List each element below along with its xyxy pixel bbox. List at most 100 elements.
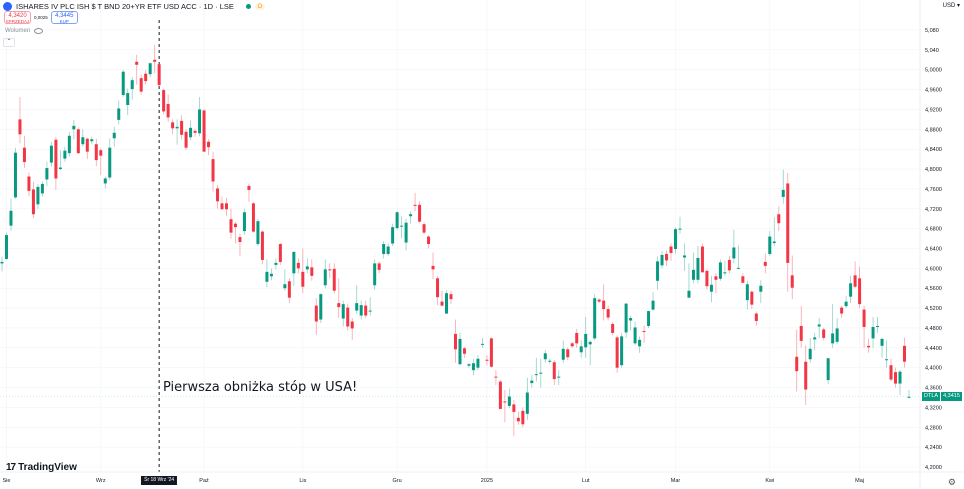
candle-down xyxy=(606,309,610,318)
buy-label: KUP xyxy=(59,19,69,24)
candle-up xyxy=(561,348,565,360)
candle-up xyxy=(130,80,134,90)
candle-up xyxy=(467,364,471,366)
candle-down xyxy=(207,141,211,148)
time-tick-label: Gru xyxy=(393,478,402,484)
candle-up xyxy=(81,137,85,145)
time-tick-label: Lis xyxy=(299,478,306,484)
candle-up xyxy=(638,339,642,347)
price-tick-label: 4,7200 xyxy=(925,207,942,213)
price-axis[interactable]: 5,080 5,040 5,0000 4,9600 4,9200 4,8800 4,8400… xyxy=(925,28,942,471)
candle-down xyxy=(94,144,98,161)
candle-down xyxy=(180,120,184,135)
candle-down xyxy=(714,276,718,280)
candle-down xyxy=(840,307,844,314)
chart-annotation[interactable]: Pierwsza obniżka stóp w USA! xyxy=(163,380,358,395)
price-tick-label: 4,8400 xyxy=(925,147,942,153)
candle-down xyxy=(804,361,808,390)
tradingview-logo[interactable]: 17 TradingView xyxy=(6,462,77,473)
sell-button[interactable]: 4,3420 SPRZEDAJ xyxy=(4,11,31,24)
candle-up xyxy=(682,255,686,258)
chart-header: ISHARES IV PLC ISH $ T BND 20+YR ETF USD… xyxy=(3,2,266,11)
symbol-logo-icon xyxy=(3,2,12,11)
collapse-legend-button[interactable]: ⌃ xyxy=(3,38,15,47)
candle-up xyxy=(876,325,880,327)
candle-down xyxy=(727,259,731,271)
eye-icon[interactable] xyxy=(34,28,44,34)
candle-down xyxy=(144,73,148,82)
currency-label: USD xyxy=(942,3,956,9)
candle-up xyxy=(534,374,538,376)
candle-down xyxy=(494,376,498,378)
candle-up xyxy=(736,267,740,269)
candle-down xyxy=(750,291,754,305)
candle-up xyxy=(871,326,875,339)
symbol-title[interactable]: ISHARES IV PLC ISH $ T BND 20+YR ETF USD… xyxy=(16,2,234,11)
candle-up xyxy=(40,183,44,194)
crosshair-date-label: Śr 18 Wrz '24 xyxy=(141,476,178,485)
candle-up xyxy=(274,262,278,265)
candle-down xyxy=(225,203,228,210)
candle-up xyxy=(323,269,327,286)
candle-up xyxy=(781,189,785,197)
candle-down xyxy=(18,119,22,135)
spread-value: 0,0025 xyxy=(34,15,48,20)
candle-up xyxy=(674,229,677,249)
candle-up xyxy=(885,359,889,361)
candle-down xyxy=(216,188,220,202)
buy-button[interactable]: 4,3445 KUP xyxy=(50,11,78,24)
sell-price: 4,3420 xyxy=(8,13,27,19)
candle-down xyxy=(296,262,300,269)
candle-down xyxy=(287,281,291,298)
candle-up xyxy=(647,311,651,326)
candle-down xyxy=(431,265,435,270)
candle-up xyxy=(656,261,660,281)
trade-panel: 4,3420 SPRZEDAJ 0,0025 4,3445 KUP xyxy=(4,11,78,24)
candle-up xyxy=(0,261,4,264)
candle-up xyxy=(849,283,853,297)
time-axis[interactable]: Sie Wrz Paź Lis Gru 2025 Lut Mar Kwi Maj xyxy=(3,478,865,484)
candle-up xyxy=(341,304,345,319)
branding-text: TradingView xyxy=(18,462,77,473)
volume-indicator[interactable]: Wolumen xyxy=(5,28,44,34)
candle-down xyxy=(602,300,606,310)
candle-up xyxy=(117,108,121,120)
candle-down xyxy=(193,130,197,133)
candle-up xyxy=(283,284,287,289)
currency-dropdown[interactable]: USD ▾ xyxy=(943,2,960,9)
candle-up xyxy=(629,318,633,321)
candle-down xyxy=(139,78,143,92)
time-tick-label: 2025 xyxy=(481,478,493,484)
candle-up xyxy=(772,241,776,244)
candle-up xyxy=(373,263,377,286)
candle-down xyxy=(862,309,866,327)
candle-up xyxy=(49,145,53,163)
candle-down xyxy=(894,372,898,384)
gear-icon[interactable]: ⚙ xyxy=(947,477,956,487)
price-tick-label: 4,2400 xyxy=(925,445,942,451)
last-price-value: 4,3415 xyxy=(941,392,962,402)
candle-up xyxy=(723,272,727,274)
delayed-data-badge[interactable]: D xyxy=(254,3,266,10)
candle-up xyxy=(67,135,71,154)
price-tick-label: 4,9600 xyxy=(925,88,942,94)
candle-up xyxy=(817,324,821,327)
candle-up xyxy=(175,126,179,129)
candle-down xyxy=(413,204,417,206)
candle-down xyxy=(786,183,790,263)
candle-up xyxy=(292,251,296,274)
candle-up xyxy=(593,298,597,339)
candle-down xyxy=(902,345,906,362)
candle-up xyxy=(579,346,583,353)
candle-up xyxy=(480,343,484,345)
price-tick-label: 4,5200 xyxy=(925,306,942,312)
candle-down xyxy=(337,303,341,308)
candle-down xyxy=(418,204,422,222)
candle-up xyxy=(148,63,152,75)
candle-down xyxy=(754,313,758,322)
candle-down xyxy=(642,330,646,332)
candle-down xyxy=(31,189,35,215)
candle-down xyxy=(566,349,570,358)
candle-down xyxy=(665,253,669,261)
